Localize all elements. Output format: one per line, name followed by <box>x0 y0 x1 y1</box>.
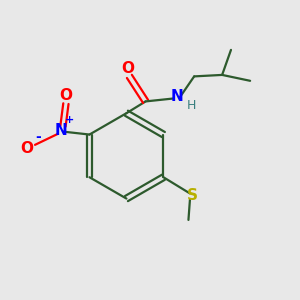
Text: N: N <box>55 123 68 138</box>
Text: +: + <box>65 116 74 125</box>
Text: N: N <box>171 88 184 104</box>
Text: O: O <box>59 88 72 103</box>
Text: S: S <box>187 188 198 203</box>
Text: O: O <box>20 141 34 156</box>
Text: O: O <box>122 61 134 76</box>
Text: -: - <box>35 130 41 144</box>
Text: H: H <box>187 99 196 112</box>
